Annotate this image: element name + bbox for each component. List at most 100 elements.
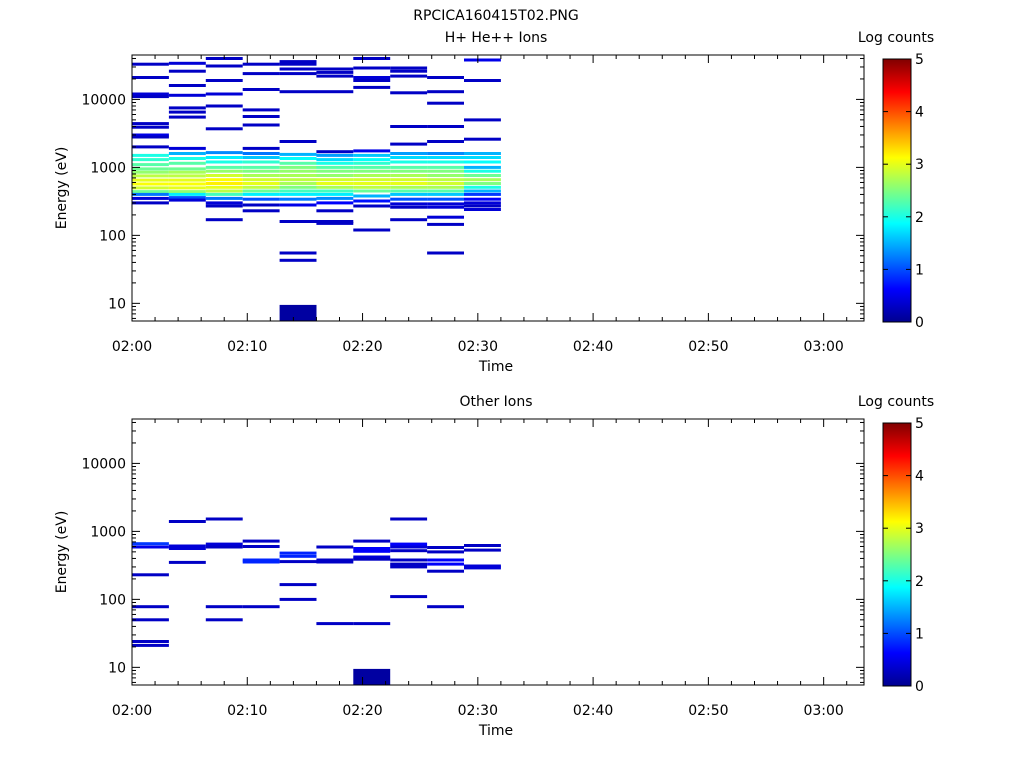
heatmap-cell bbox=[168, 84, 206, 87]
heatmap-cell bbox=[132, 125, 169, 129]
heatmap-cell bbox=[205, 127, 243, 131]
heatmap-cell bbox=[168, 520, 206, 523]
x-tick-label: 02:40 bbox=[573, 339, 613, 355]
heatmap-cell bbox=[205, 178, 243, 182]
heatmap-cell bbox=[279, 203, 317, 207]
heatmap-cell bbox=[353, 57, 391, 60]
heatmap-cell bbox=[242, 146, 280, 150]
heatmap-cell bbox=[427, 251, 464, 255]
colorbar-label: Log counts bbox=[858, 394, 934, 410]
colorbar-tick-label: 5 bbox=[915, 416, 924, 432]
heatmap-cell bbox=[427, 90, 464, 94]
heatmap-cell bbox=[464, 544, 501, 547]
heatmap-cell bbox=[316, 560, 354, 564]
y-axis-ticks: 10 100 1000 10000 bbox=[81, 421, 864, 683]
heatmap-cell bbox=[390, 152, 428, 155]
heatmap-cell bbox=[279, 67, 317, 71]
heatmap-cell bbox=[279, 174, 317, 177]
heatmap-cell bbox=[132, 196, 169, 200]
heatmap-cell bbox=[316, 558, 354, 562]
heatmap-cell bbox=[316, 70, 354, 74]
heatmap-cells bbox=[132, 517, 501, 685]
x-tick-label: 02:40 bbox=[573, 703, 613, 719]
heatmap-cell bbox=[464, 185, 501, 189]
heatmap-cell bbox=[242, 605, 280, 609]
heatmap-cell bbox=[132, 201, 169, 205]
heatmap-cell bbox=[427, 156, 464, 159]
heatmap-cell bbox=[390, 218, 428, 222]
heatmap-cell bbox=[205, 79, 243, 82]
heatmap-cell bbox=[132, 190, 169, 194]
heatmap-cell bbox=[427, 76, 464, 79]
heatmap-cell bbox=[242, 189, 280, 193]
heatmap-cell bbox=[464, 79, 501, 82]
heatmap-cell bbox=[132, 153, 169, 157]
heatmap-cell bbox=[353, 204, 391, 208]
heatmap-cell bbox=[242, 182, 280, 185]
heatmap-cell bbox=[242, 192, 280, 196]
heatmap-cell bbox=[242, 62, 280, 66]
heatmap-cell bbox=[316, 189, 354, 193]
heatmap-cell bbox=[279, 560, 317, 564]
heatmap-cell bbox=[279, 258, 317, 262]
heatmap-cell bbox=[242, 197, 280, 201]
heatmap-cell bbox=[427, 550, 464, 554]
heatmap-cell bbox=[168, 174, 206, 178]
heatmap-cell bbox=[353, 539, 391, 543]
heatmap-cell bbox=[353, 178, 391, 182]
colorbar-label: Log counts bbox=[858, 30, 934, 46]
colorbar-tick-label: 2 bbox=[915, 574, 924, 590]
heatmap-cell bbox=[168, 61, 206, 65]
heatmap-cell bbox=[390, 562, 428, 566]
y-tick-label: 10 bbox=[108, 660, 126, 676]
heatmap-cell bbox=[168, 192, 206, 196]
heatmap-cell bbox=[464, 174, 501, 177]
heatmap-cell bbox=[464, 118, 501, 122]
heatmap-cell bbox=[168, 110, 206, 114]
y-tick-label: 100 bbox=[99, 592, 126, 608]
heatmap-cell bbox=[132, 618, 169, 622]
heatmap-cell bbox=[205, 618, 243, 622]
heatmap-cell bbox=[132, 174, 169, 178]
heatmap-cell bbox=[242, 185, 280, 189]
heatmap-cell bbox=[279, 157, 317, 160]
heatmap-cell bbox=[316, 174, 354, 177]
heatmap-cell bbox=[390, 549, 428, 553]
heatmap-cell bbox=[427, 165, 464, 169]
heatmap-cell bbox=[353, 79, 391, 82]
heatmap-cell bbox=[427, 125, 464, 128]
colorbar-tick-label: 1 bbox=[915, 626, 924, 642]
colorbar-tick-label: 0 bbox=[915, 315, 924, 331]
heatmap-cell bbox=[132, 182, 169, 186]
heatmap-cell bbox=[464, 160, 501, 164]
heatmap-cell bbox=[132, 135, 169, 139]
heatmap-cell bbox=[316, 169, 354, 173]
heatmap-cell bbox=[390, 558, 428, 562]
heatmap-cell bbox=[353, 66, 391, 70]
heatmap-cell bbox=[168, 167, 206, 171]
heatmap-cell bbox=[427, 169, 464, 173]
heatmap-cell bbox=[427, 185, 464, 189]
heatmap-cell bbox=[464, 58, 501, 62]
y-axis-label: Energy (eV) bbox=[54, 147, 70, 230]
heatmap-cell bbox=[427, 160, 464, 164]
heatmap-cell bbox=[464, 182, 501, 185]
heatmap-cell bbox=[279, 140, 317, 143]
heatmap-cell bbox=[132, 158, 169, 162]
y-axis-ticks: 10 100 1000 10000 bbox=[81, 57, 864, 319]
heatmap-cell bbox=[353, 185, 391, 189]
heatmap-cell bbox=[390, 189, 428, 193]
heatmap-cell bbox=[132, 122, 169, 126]
heatmap-cell bbox=[205, 156, 243, 159]
heatmap-cell bbox=[353, 76, 391, 79]
heatmap-cell bbox=[132, 542, 169, 546]
heatmap-cell bbox=[464, 165, 501, 169]
heatmap-cell bbox=[464, 189, 501, 193]
y-tick-label: 10 bbox=[108, 296, 126, 312]
heatmap-cell bbox=[353, 149, 391, 153]
heatmap-cell bbox=[168, 547, 206, 550]
x-tick-label: 03:00 bbox=[803, 339, 843, 355]
heatmap-cell bbox=[464, 204, 501, 208]
heatmap-cell bbox=[205, 517, 243, 521]
heatmap-cell bbox=[353, 668, 391, 685]
